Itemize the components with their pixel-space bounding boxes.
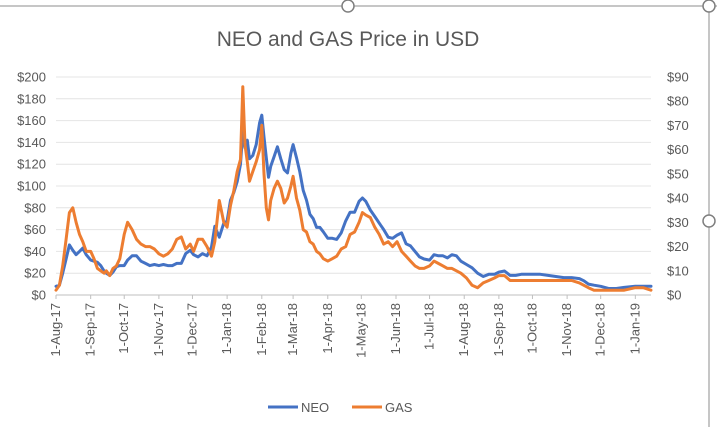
x-tick-label: 1-Jul-18	[422, 303, 437, 350]
x-tick-label: 1-Nov-17	[151, 303, 166, 356]
resize-handle-top[interactable]	[341, 0, 355, 13]
x-tick-label: 1-Jan-19	[627, 303, 642, 354]
x-tick-label: 1-Jun-18	[388, 303, 403, 354]
y-left-tick-label: $140	[17, 135, 46, 150]
x-tick-label: 1-Feb-18	[254, 303, 269, 356]
x-tick-label: 1-May-18	[353, 303, 368, 358]
x-tick-label: 1-Dec-18	[593, 303, 608, 356]
resize-handle-top-right[interactable]	[702, 0, 716, 13]
y-right-tick-label: $20	[667, 239, 689, 254]
series-line-neo	[54, 113, 653, 290]
x-tick-label: 1-Mar-18	[285, 303, 300, 356]
y-right-tick-label: $80	[667, 94, 689, 109]
x-tick-label: 1-Apr-18	[320, 303, 335, 354]
resize-handle-right[interactable]	[702, 214, 716, 228]
y-right-tick-label: $70	[667, 118, 689, 133]
y-left-tick-label: $120	[17, 157, 46, 172]
y-right-tick-label: $60	[667, 142, 689, 157]
x-tick-label: 1-Jan-18	[219, 303, 234, 354]
x-tick-label: 1-Sep-17	[83, 303, 98, 356]
x-tick-label: 1-Aug-18	[456, 303, 471, 356]
y-right-tick-label: $30	[667, 215, 689, 230]
x-tick-label: 1-Sep-18	[491, 303, 506, 356]
y-right-tick-label: $40	[667, 191, 689, 206]
legend: NEO GAS	[268, 400, 413, 415]
x-tick-label: 1-Dec-17	[184, 303, 199, 356]
y-right-tick-label: $90	[667, 70, 689, 85]
y-right-tick-label: $0	[667, 288, 681, 303]
y-left-tick-label: $80	[24, 200, 46, 215]
y-left-tick-label: $60	[24, 222, 46, 237]
y-left-tick-label: $40	[24, 244, 46, 259]
x-tick-label: 1-Aug-17	[48, 303, 63, 356]
y-left-tick-label: $180	[17, 91, 46, 106]
y-left-tick-label: $0	[32, 288, 46, 303]
x-tick-label: 1-Nov-18	[559, 303, 574, 356]
x-tick-label: 1-Oct-17	[116, 303, 131, 354]
y-left-tick-label: $160	[17, 113, 46, 128]
y-left-tick-label: $200	[17, 70, 46, 85]
y-right-tick-label: $10	[667, 263, 689, 278]
legend-gas-label: GAS	[385, 400, 413, 415]
chart-title: NEO and GAS Price in USD	[217, 28, 480, 51]
y-right-tick-label: $50	[667, 166, 689, 181]
y-left-tick-label: $100	[17, 179, 46, 194]
y-left-tick-label: $20	[24, 266, 46, 281]
x-tick-label: 1-Oct-18	[524, 303, 539, 354]
series-line-gas	[54, 85, 653, 292]
legend-neo-label: NEO	[301, 400, 329, 415]
